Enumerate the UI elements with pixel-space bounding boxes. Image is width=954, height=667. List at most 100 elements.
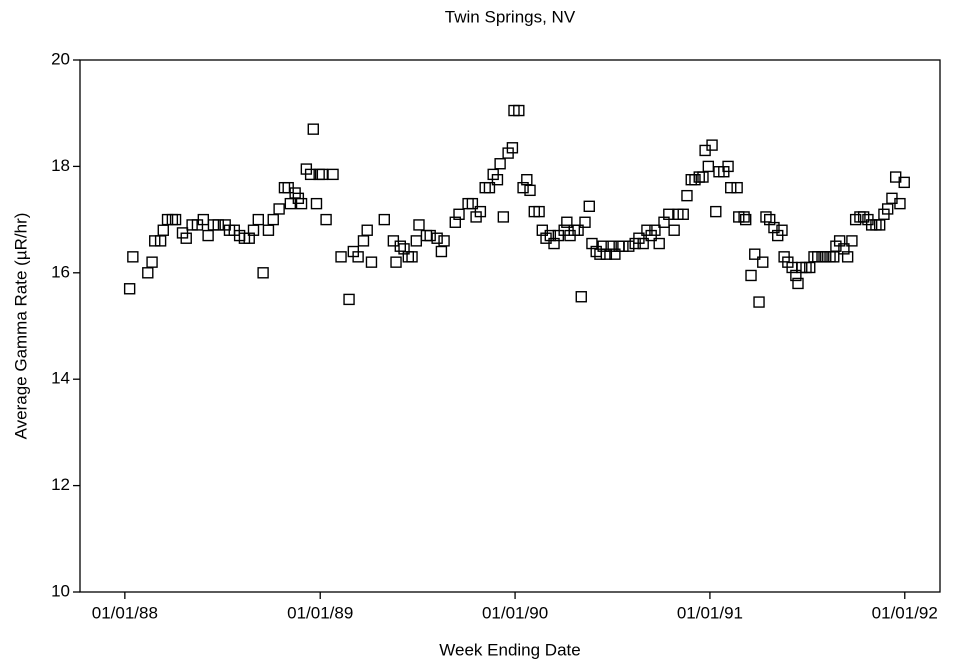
marker bbox=[127, 251, 139, 263]
marker bbox=[792, 277, 804, 290]
x-tick-label: 01/01/90 bbox=[482, 603, 548, 622]
marker bbox=[594, 248, 606, 260]
marker bbox=[123, 283, 136, 295]
x-tick-label: 01/01/92 bbox=[872, 603, 938, 622]
marker bbox=[849, 213, 862, 226]
marker bbox=[838, 243, 850, 255]
marker bbox=[757, 256, 769, 268]
x-axis-label: Week Ending Date bbox=[439, 640, 580, 659]
marker bbox=[663, 208, 675, 220]
marker bbox=[243, 232, 255, 244]
marker bbox=[768, 221, 780, 234]
x-tick-label: 01/01/89 bbox=[287, 603, 353, 622]
marker bbox=[357, 235, 370, 247]
plot-frame bbox=[79, 59, 941, 593]
marker bbox=[491, 173, 504, 186]
chart-title: Twin Springs, NV bbox=[445, 7, 576, 26]
marker bbox=[731, 181, 743, 194]
marker bbox=[677, 208, 689, 220]
marker bbox=[262, 224, 275, 236]
marker bbox=[760, 211, 772, 223]
marker bbox=[413, 219, 425, 231]
marker bbox=[668, 224, 680, 236]
marker bbox=[800, 261, 812, 274]
marker bbox=[506, 142, 519, 154]
marker bbox=[841, 251, 854, 263]
marker bbox=[406, 251, 418, 263]
marker bbox=[361, 224, 373, 236]
y-axis-label: Average Gamma Rate (µR/hr) bbox=[11, 213, 30, 440]
marker bbox=[524, 184, 536, 197]
marker bbox=[435, 245, 448, 258]
marker bbox=[424, 229, 436, 242]
x-tick-label: 01/01/88 bbox=[92, 603, 158, 622]
marker bbox=[483, 181, 496, 194]
marker bbox=[267, 213, 279, 226]
marker bbox=[431, 232, 443, 244]
marker bbox=[142, 267, 154, 279]
marker bbox=[352, 251, 364, 263]
marker bbox=[739, 213, 752, 226]
marker bbox=[466, 197, 479, 210]
marker bbox=[438, 235, 450, 247]
marker bbox=[365, 256, 378, 268]
marker bbox=[857, 211, 870, 223]
y-tick-label: 12 bbox=[51, 475, 70, 494]
marker bbox=[617, 240, 629, 252]
marker bbox=[278, 181, 291, 194]
marker bbox=[157, 224, 169, 236]
marker bbox=[649, 224, 661, 236]
marker bbox=[462, 197, 474, 210]
marker bbox=[609, 248, 621, 260]
marker bbox=[583, 200, 595, 213]
marker bbox=[343, 293, 355, 306]
marker bbox=[474, 205, 487, 218]
marker bbox=[790, 269, 802, 282]
marker bbox=[637, 237, 649, 250]
marker bbox=[378, 213, 390, 226]
marker bbox=[753, 296, 765, 308]
marker bbox=[738, 211, 750, 223]
marker bbox=[725, 181, 737, 194]
marker bbox=[449, 216, 461, 228]
marker bbox=[513, 104, 525, 117]
marker bbox=[390, 256, 402, 268]
y-tick-label: 18 bbox=[51, 156, 70, 175]
marker bbox=[533, 205, 545, 218]
marker bbox=[494, 158, 506, 170]
marker bbox=[310, 197, 323, 210]
marker bbox=[410, 235, 423, 247]
marker bbox=[180, 232, 192, 244]
marker bbox=[169, 213, 182, 226]
marker bbox=[597, 240, 609, 252]
marker bbox=[894, 197, 906, 210]
marker bbox=[689, 173, 701, 186]
marker bbox=[833, 235, 846, 247]
marker bbox=[453, 208, 465, 220]
marker bbox=[544, 229, 557, 242]
marker bbox=[572, 224, 584, 236]
marker bbox=[149, 235, 161, 247]
marker bbox=[653, 237, 665, 250]
marker bbox=[273, 203, 285, 215]
marker bbox=[846, 235, 858, 247]
marker bbox=[252, 213, 264, 226]
marker bbox=[420, 229, 433, 242]
marker bbox=[702, 160, 715, 173]
marker bbox=[710, 205, 722, 218]
marker bbox=[745, 269, 757, 282]
marker bbox=[706, 139, 718, 151]
y-tick-label: 10 bbox=[51, 581, 70, 600]
marker bbox=[394, 240, 406, 252]
marker bbox=[749, 248, 761, 260]
marker bbox=[497, 211, 510, 223]
marker bbox=[681, 189, 693, 202]
marker bbox=[575, 291, 587, 303]
marker bbox=[295, 197, 308, 210]
marker bbox=[776, 224, 788, 236]
marker bbox=[327, 168, 339, 181]
marker bbox=[398, 243, 410, 255]
marker bbox=[320, 213, 332, 226]
